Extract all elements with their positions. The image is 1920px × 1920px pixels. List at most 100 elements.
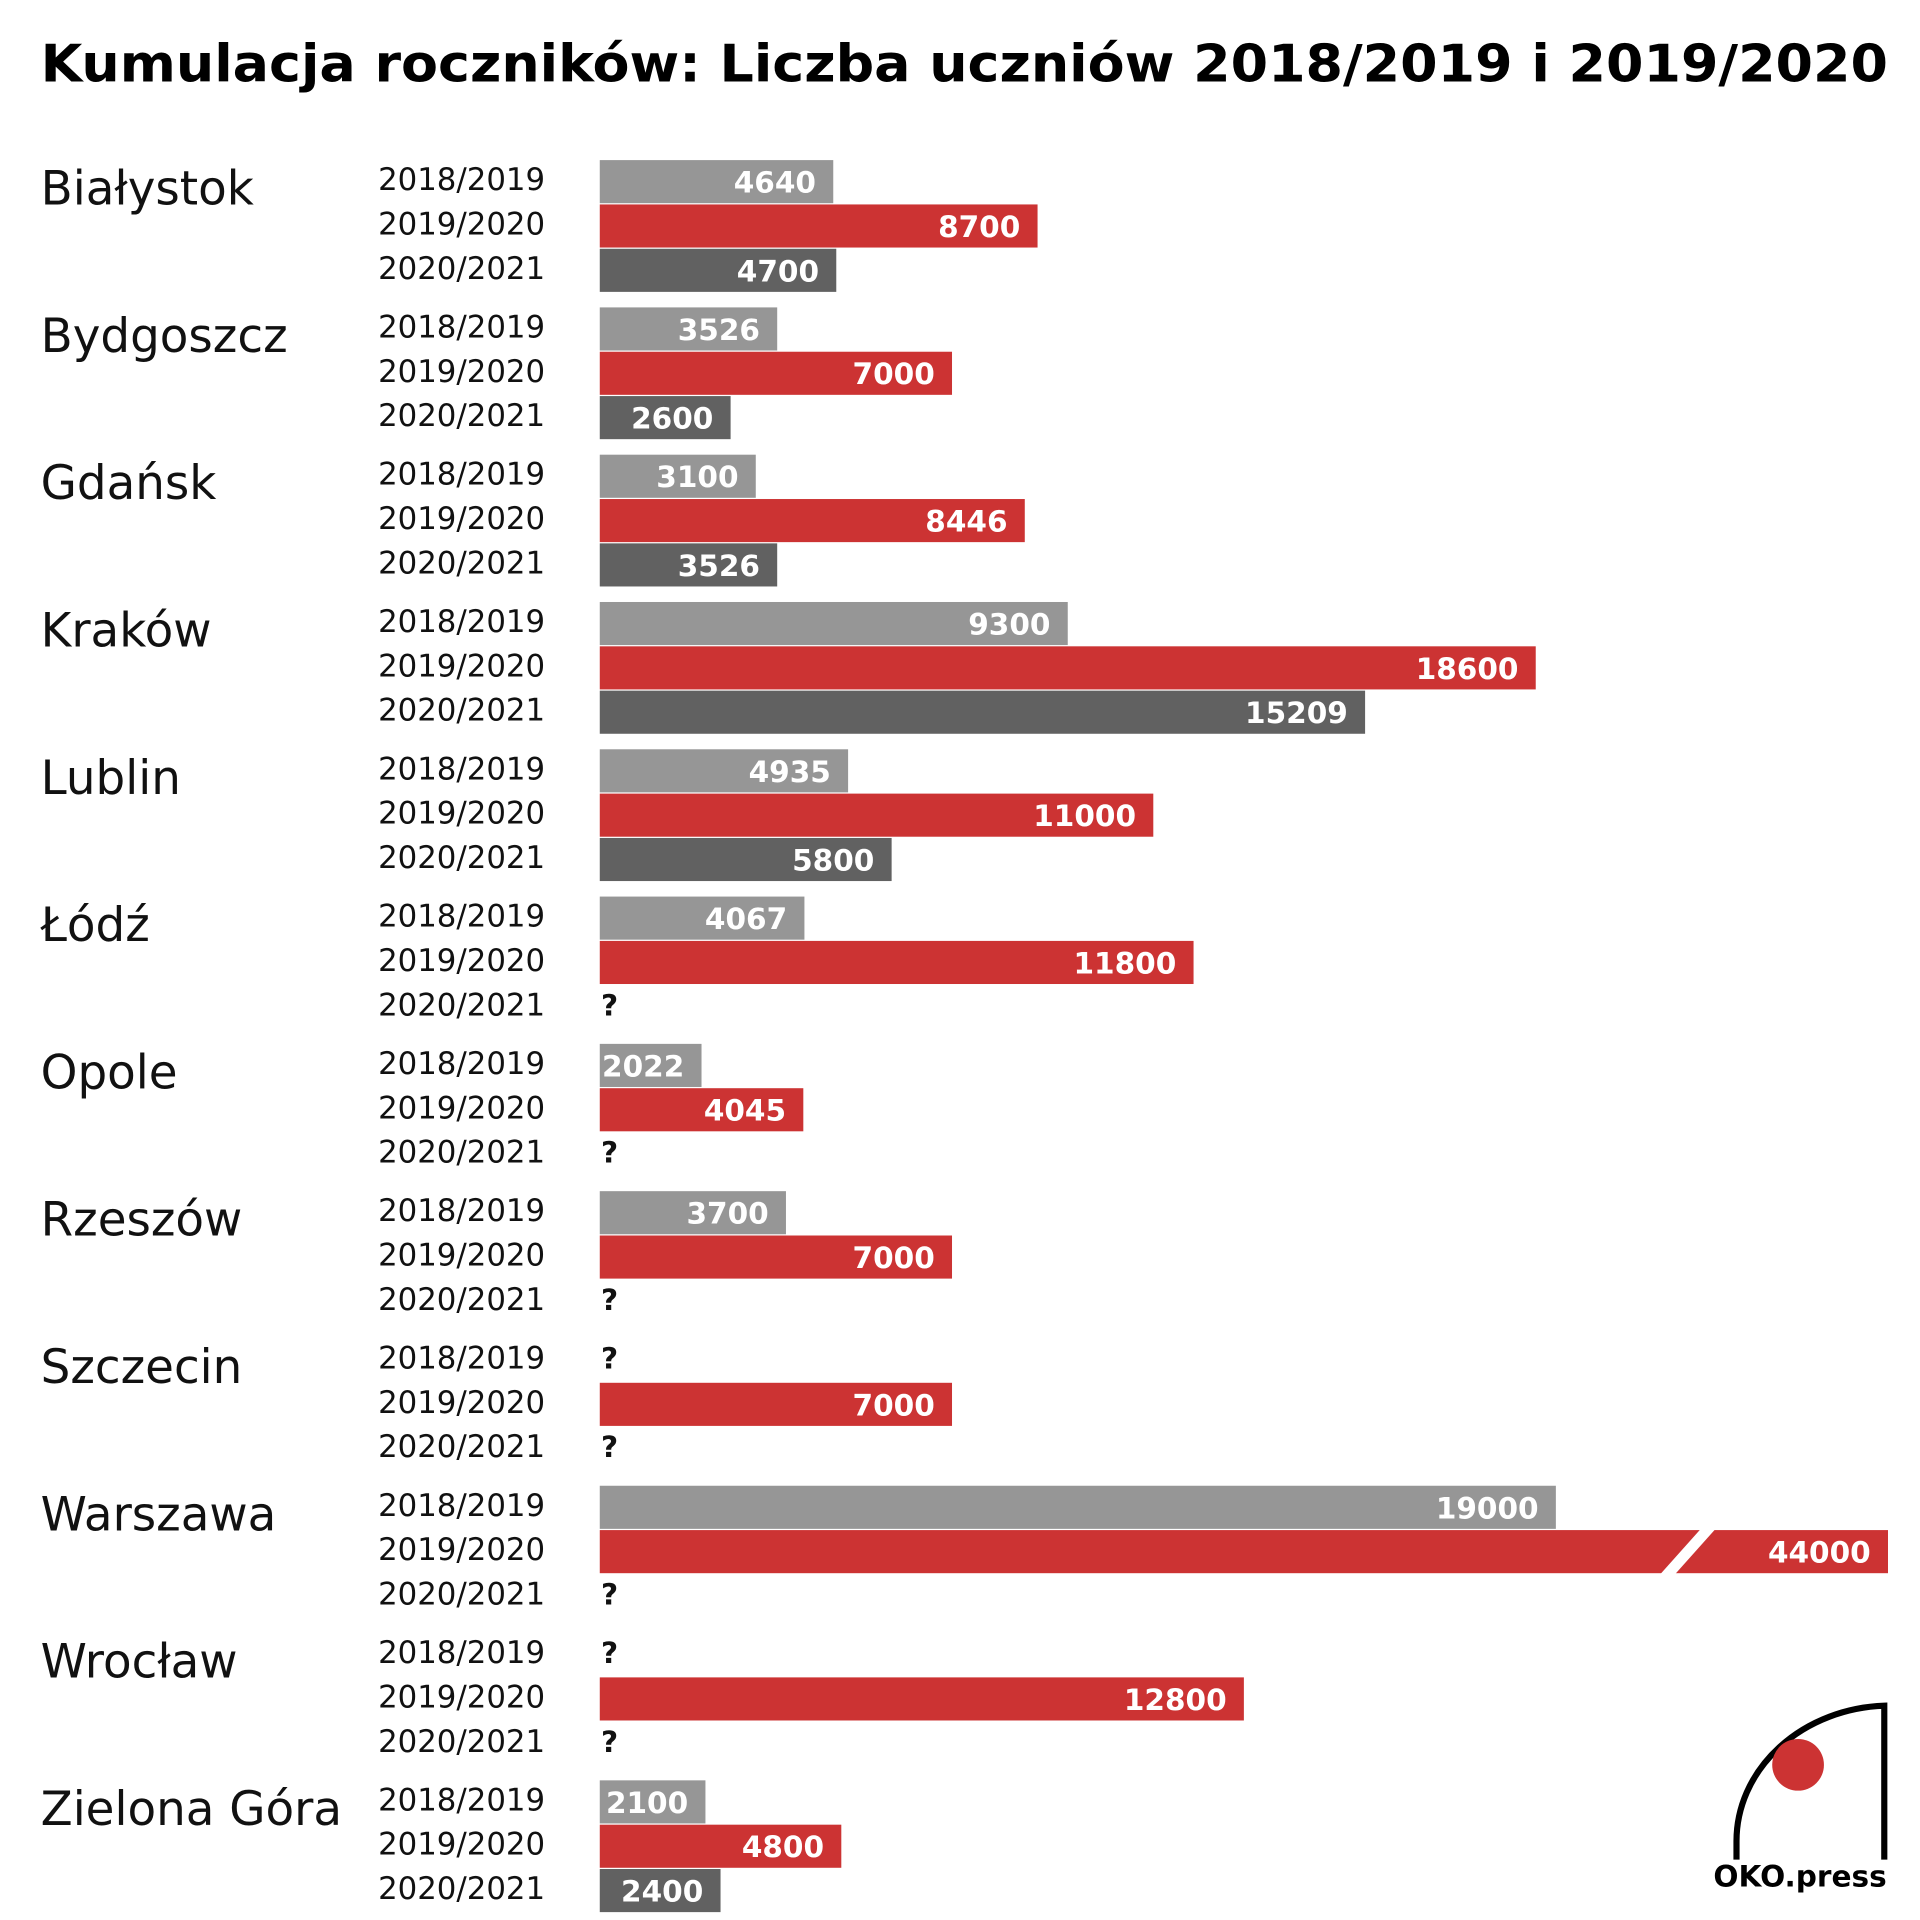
bar: [599, 1530, 1888, 1574]
city-label: Łódź: [40, 899, 150, 953]
value-label: 4045: [704, 1094, 786, 1128]
bar: [599, 351, 953, 395]
year-label: 2018/2019: [378, 1635, 545, 1671]
year-label: 2020/2021: [378, 1871, 545, 1907]
bar: [599, 1677, 1244, 1721]
bar: [599, 646, 1536, 690]
missing-label: ?: [601, 988, 618, 1022]
year-label: 2020/2021: [378, 840, 545, 876]
missing-label: ?: [601, 1430, 618, 1464]
year-label: 2020/2021: [378, 693, 545, 729]
year-label: 2018/2019: [378, 604, 545, 640]
axis-break: [1660, 1528, 1716, 1575]
year-label: 2020/2021: [378, 545, 545, 581]
bar: [599, 896, 805, 940]
bar: [599, 1869, 721, 1913]
bar: [599, 1824, 842, 1868]
missing-label: ?: [601, 1342, 618, 1376]
value-label: 2400: [621, 1875, 703, 1909]
value-label: 8446: [925, 505, 1007, 539]
value-label: 3526: [678, 313, 760, 347]
bar: [599, 690, 1366, 734]
bar: [599, 793, 1154, 837]
bar: [599, 1780, 706, 1824]
value-label: 3700: [686, 1197, 768, 1231]
year-label: 2019/2020: [378, 1385, 545, 1421]
missing-label: ?: [601, 1636, 618, 1670]
city-label: Rzeszów: [41, 1194, 243, 1248]
value-label: 2600: [631, 402, 713, 436]
year-label: 2018/2019: [378, 457, 545, 493]
value-label: 4067: [705, 902, 787, 936]
chart-title: Kumulacja roczników: Liczba uczniów 2018…: [41, 35, 1888, 95]
missing-label: ?: [601, 1136, 618, 1170]
bar: [599, 160, 834, 204]
year-label: 2018/2019: [378, 1046, 545, 1082]
city-label: Kraków: [41, 605, 212, 659]
value-label: 8700: [938, 210, 1020, 244]
year-label: 2020/2021: [378, 1576, 545, 1612]
year-label: 2019/2020: [378, 1090, 545, 1126]
year-label: 2019/2020: [378, 796, 545, 832]
bar: [599, 248, 837, 292]
year-label: 2019/2020: [378, 1238, 545, 1274]
year-label: 2019/2020: [378, 1532, 545, 1568]
bar: [599, 837, 892, 882]
logo-dot: [1772, 1738, 1824, 1791]
bar: [599, 601, 1068, 646]
city-label: Lublin: [41, 752, 181, 806]
year-label: 2018/2019: [378, 309, 545, 345]
year-label: 2018/2019: [378, 1341, 545, 1377]
value-label: 4640: [734, 166, 816, 200]
city-label: Warszawa: [41, 1488, 277, 1542]
city-label: Szczecin: [41, 1341, 243, 1395]
city-label: Gdańsk: [41, 457, 217, 511]
year-label: 2018/2019: [378, 1488, 545, 1524]
year-label: 2019/2020: [378, 943, 545, 979]
year-label: 2019/2020: [378, 501, 545, 537]
value-label: 11000: [1033, 799, 1136, 833]
year-label: 2020/2021: [378, 1724, 545, 1760]
bar: [599, 1088, 804, 1132]
bar: [599, 454, 756, 498]
bar: [599, 749, 849, 793]
bar: [599, 499, 1025, 543]
value-label: 18600: [1416, 652, 1519, 686]
missing-label: ?: [601, 1283, 618, 1317]
year-label: 2018/2019: [378, 899, 545, 935]
bar: [599, 1382, 953, 1426]
year-label: 2018/2019: [378, 1193, 545, 1229]
value-label: 11800: [1074, 946, 1177, 980]
value-label: 44000: [1768, 1536, 1871, 1570]
value-label: 7000: [853, 357, 935, 391]
value-label: 15209: [1245, 696, 1348, 730]
logo-text: OKO.press: [1713, 1860, 1886, 1894]
bar: [599, 396, 731, 440]
value-label: 2100: [606, 1786, 688, 1820]
year-label: 2020/2021: [378, 1282, 545, 1318]
missing-label: ?: [601, 1577, 618, 1611]
value-label: 3100: [656, 460, 738, 494]
value-label: 7000: [853, 1388, 935, 1422]
bar: [599, 1043, 702, 1087]
value-label: 12800: [1124, 1683, 1227, 1717]
value-label: 4700: [737, 254, 819, 288]
bar: [599, 543, 778, 587]
missing-label: ?: [601, 1725, 618, 1759]
city-label: Wrocław: [41, 1636, 238, 1690]
year-label: 2018/2019: [378, 1782, 545, 1818]
value-label: 19000: [1436, 1491, 1539, 1525]
bar: [599, 1235, 953, 1279]
year-label: 2020/2021: [378, 987, 545, 1023]
bar: [599, 204, 1038, 248]
bar: [599, 1485, 1556, 1529]
city-label: Zielona Góra: [41, 1783, 342, 1837]
year-label: 2020/2021: [378, 251, 545, 287]
year-label: 2018/2019: [378, 751, 545, 787]
year-label: 2019/2020: [378, 1679, 545, 1715]
value-label: 7000: [853, 1241, 935, 1275]
value-label: 4935: [749, 755, 831, 789]
city-label: Opole: [41, 1046, 178, 1100]
